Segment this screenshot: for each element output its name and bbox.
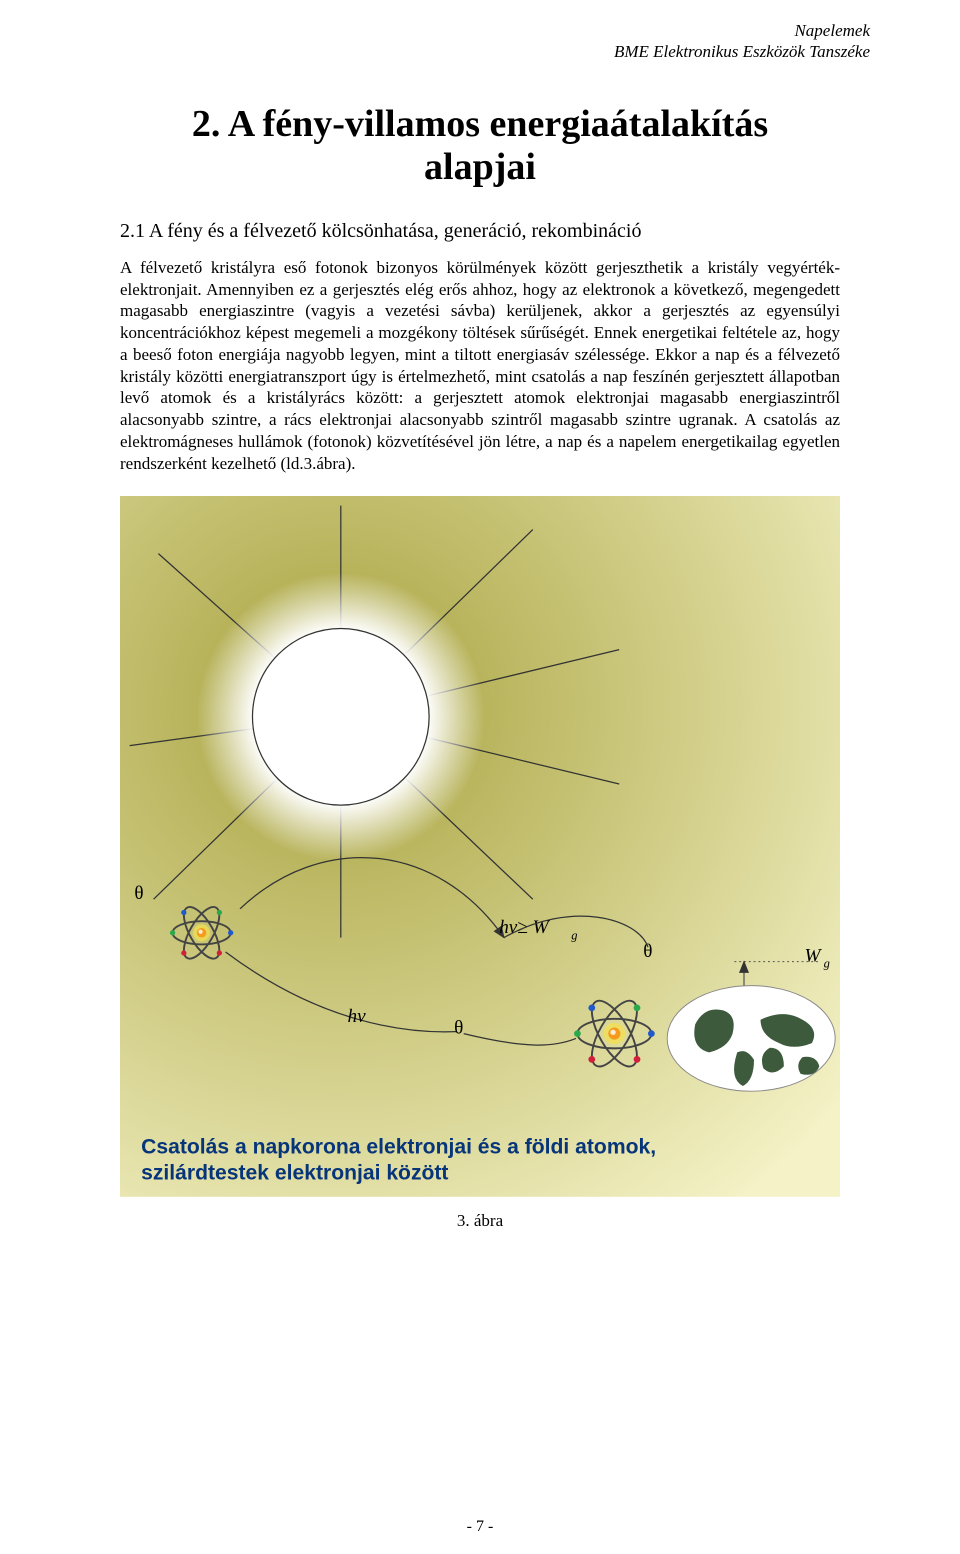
svg-text:g: g xyxy=(824,957,830,971)
page: Napelemek BME Elektronikus Eszközök Tans… xyxy=(0,0,960,1554)
theta-right: θ xyxy=(643,941,652,962)
hv-label: hν xyxy=(348,1006,367,1027)
figure-label: 3. ábra xyxy=(120,1211,840,1231)
header-line-1: Napelemek xyxy=(90,20,870,41)
figure-bg xyxy=(120,496,840,1197)
world-map-icon xyxy=(667,986,835,1092)
theta-left: θ xyxy=(134,884,143,905)
svg-text:g: g xyxy=(571,929,577,943)
theta-mid: θ xyxy=(454,1018,463,1039)
figure-caption-line1: Csatolás a napkorona elektronjai és a fö… xyxy=(141,1136,656,1159)
section-title: 2.1 A fény és a félvezető kölcsönhatása,… xyxy=(120,220,840,243)
header-line-2: BME Elektronikus Eszközök Tanszéke xyxy=(90,41,870,62)
svg-text:W: W xyxy=(804,946,822,967)
figure-3: hν≥ W g hν θ θ θ W g xyxy=(120,496,840,1231)
body-paragraph: A félvezető kristályra eső fotonok bizon… xyxy=(120,257,840,475)
page-number: - 7 - xyxy=(0,1518,960,1536)
chapter-title: 2. A fény-villamos energiaátalakítás ala… xyxy=(150,103,810,190)
sun-disc xyxy=(252,629,429,806)
running-header: Napelemek BME Elektronikus Eszközök Tans… xyxy=(90,20,870,63)
figure-caption-line2: szilárdtestek elektronjai között xyxy=(141,1162,448,1185)
figure-svg: hν≥ W g hν θ θ θ W g xyxy=(120,496,840,1197)
